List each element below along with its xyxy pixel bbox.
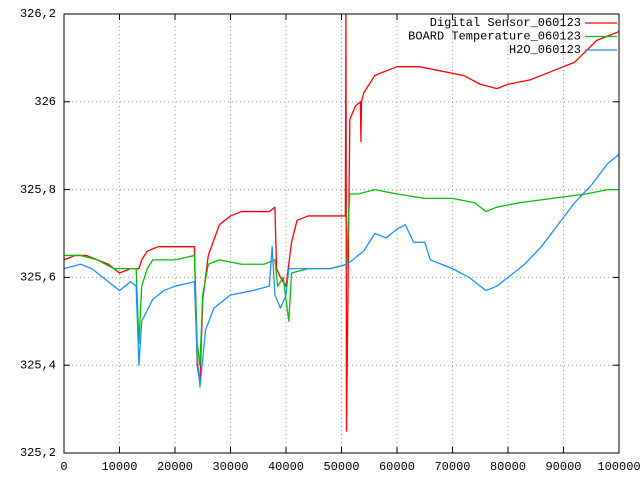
x-tick-label: 30000: [212, 460, 248, 474]
x-tick-label: 20000: [157, 460, 193, 474]
y-tick-label: 325,6: [20, 271, 56, 285]
legend-label: Digital Sensor_060123: [430, 16, 581, 30]
plot-border: [63, 13, 620, 454]
x-tick-label: 10000: [101, 460, 137, 474]
legend-label: H2O_060123: [509, 43, 581, 57]
legend-label: BOARD Temperature_060123: [408, 30, 581, 44]
x-tick-label: 60000: [379, 460, 415, 474]
y-tick-label: 326,2: [20, 7, 56, 21]
x-tick-label: 50000: [323, 460, 359, 474]
data-line: [63, 13, 620, 432]
x-tick-label: 80000: [490, 460, 526, 474]
x-tick-label: 70000: [434, 460, 470, 474]
y-tick-label: 326: [34, 95, 56, 109]
x-tick-label: 100000: [597, 460, 640, 474]
x-tick-label: 40000: [268, 460, 304, 474]
y-tick-label: 325,4: [20, 358, 56, 372]
data-line: [64, 188, 619, 366]
data-line: [63, 153, 620, 388]
x-tick-label: 0: [60, 460, 67, 474]
y-tick-label: 325,2: [20, 446, 56, 460]
y-tick-label: 325,8: [20, 183, 56, 197]
x-tick-label: 90000: [545, 460, 581, 474]
